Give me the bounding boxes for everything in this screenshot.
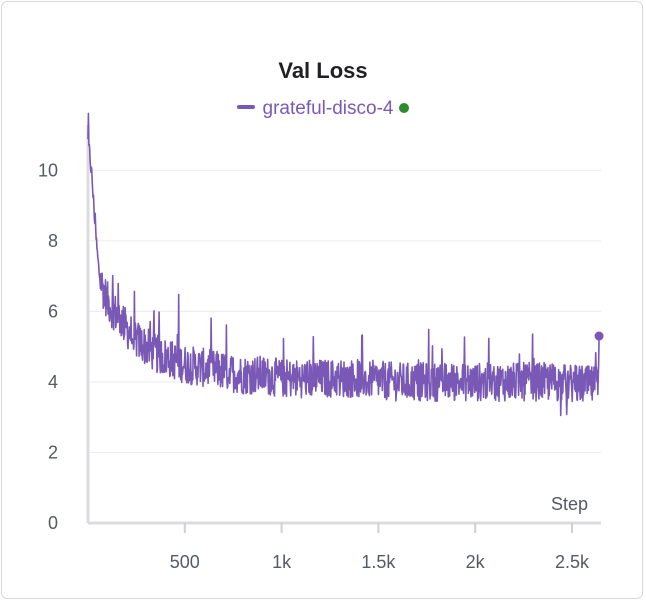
chart-legend[interactable]: grateful-disco-4 bbox=[0, 98, 646, 120]
y-tick-label: 2 bbox=[48, 442, 58, 462]
x-tick-label: 500 bbox=[170, 552, 200, 572]
y-tick-labels: 0 2 4 6 8 10 bbox=[38, 160, 58, 533]
chart-title: Val Loss bbox=[278, 58, 368, 83]
x-tick-labels: 500 1k 1.5k 2k 2.5k bbox=[170, 523, 590, 572]
y-tick-label: 0 bbox=[48, 513, 58, 533]
series-group bbox=[87, 112, 604, 417]
run-status-dot bbox=[399, 103, 410, 113]
y-tick-label: 4 bbox=[48, 372, 58, 392]
gridlines bbox=[88, 169, 601, 453]
x-tick-label: 1k bbox=[272, 552, 292, 572]
legend-swatch bbox=[236, 104, 255, 109]
series-line bbox=[87, 112, 600, 417]
legend-series-name: grateful-disco-4 bbox=[262, 98, 394, 119]
axes bbox=[86, 125, 601, 525]
x-tick-label: 2k bbox=[466, 552, 486, 572]
x-axis-label: Step bbox=[551, 494, 588, 514]
y-tick-label: 8 bbox=[48, 231, 58, 251]
x-tick-label: 1.5k bbox=[361, 552, 396, 572]
y-tick-label: 10 bbox=[38, 160, 58, 180]
y-tick-label: 6 bbox=[48, 301, 58, 321]
x-tick-label: 2.5k bbox=[555, 552, 590, 572]
series-end-point bbox=[594, 331, 604, 341]
